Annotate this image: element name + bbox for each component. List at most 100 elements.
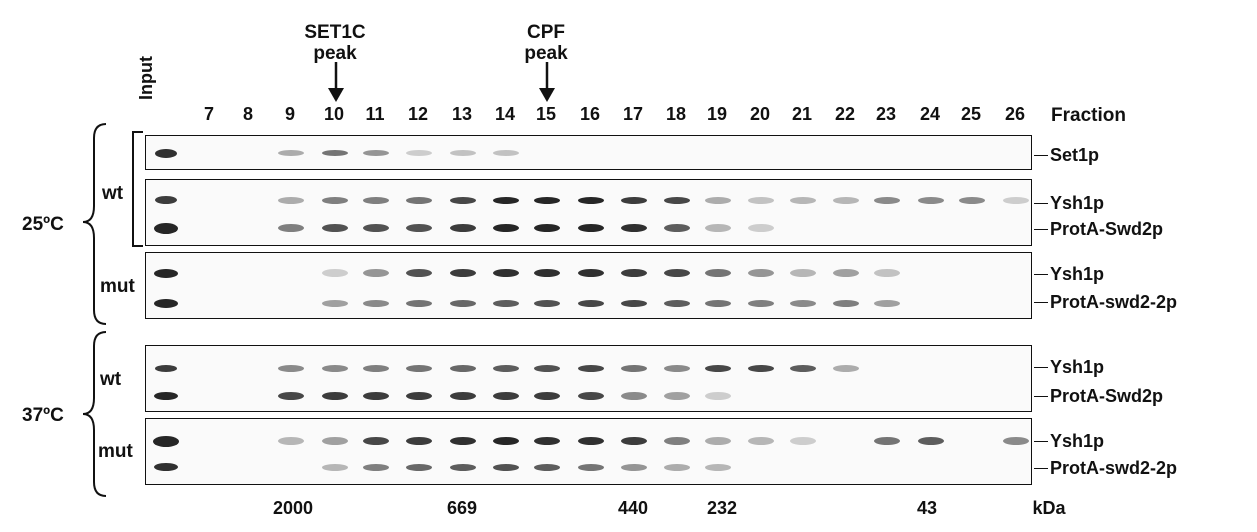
fraction-21: 21 xyxy=(791,104,813,124)
blot-ysh1-swd2-25-mut xyxy=(145,252,1032,319)
fraction-18: 18 xyxy=(665,104,687,124)
blot-band xyxy=(534,224,560,232)
blot-band xyxy=(278,392,304,400)
blot-band xyxy=(406,150,432,156)
blot-band xyxy=(406,224,432,232)
blot-band xyxy=(534,196,560,204)
blot-band xyxy=(493,299,519,307)
label-protA-swd2-2p-a: ProtA-swd2-2p xyxy=(1050,292,1178,312)
tick-ysh1p-a xyxy=(1034,203,1048,204)
fraction-7: 7 xyxy=(203,104,215,124)
blot-band xyxy=(833,299,859,307)
blot-band xyxy=(918,437,944,445)
blot-band xyxy=(493,150,519,156)
blot-band xyxy=(621,437,647,445)
blot-band xyxy=(705,463,731,471)
blot-band xyxy=(363,150,389,156)
label-ysh1p-b: Ysh1p xyxy=(1050,264,1105,284)
blot-band xyxy=(322,224,348,232)
blot-band xyxy=(363,392,389,400)
blot-band xyxy=(493,437,519,445)
blot-band xyxy=(534,299,560,307)
wt-25c-label: wt xyxy=(102,183,124,204)
blot-band xyxy=(790,196,816,204)
bracket-37c xyxy=(82,331,107,497)
blot-band xyxy=(621,269,647,277)
blot-band xyxy=(406,196,432,204)
blot-band xyxy=(450,463,476,471)
fraction-19: 19 xyxy=(706,104,728,124)
blot-band xyxy=(493,224,519,232)
blot-band xyxy=(833,364,859,372)
blot-band xyxy=(450,269,476,277)
input-band xyxy=(155,148,177,158)
blot-band xyxy=(790,364,816,372)
blot-band xyxy=(918,196,944,204)
label-protA-swd2-2p-b: ProtA-swd2-2p xyxy=(1050,458,1178,478)
cpf-peak-label: CPF peak xyxy=(524,22,567,64)
tick-ysh1p-c xyxy=(1034,367,1048,368)
label-protA-swd2p-a: ProtA-Swd2p xyxy=(1050,219,1164,239)
blot-band xyxy=(790,269,816,277)
blot-band xyxy=(621,364,647,372)
blot-band xyxy=(534,269,560,277)
fraction-8: 8 xyxy=(242,104,254,124)
fraction-10: 10 xyxy=(323,104,345,124)
blot-band xyxy=(874,299,900,307)
blot-band xyxy=(621,299,647,307)
marker-43: 43 xyxy=(916,498,938,518)
blot-band xyxy=(664,437,690,445)
blot-band xyxy=(664,224,690,232)
blot-band xyxy=(450,196,476,204)
fraction-9: 9 xyxy=(284,104,296,124)
blot-band xyxy=(322,196,348,204)
input-band xyxy=(154,392,178,400)
blot-band xyxy=(664,364,690,372)
cpf-arrow-icon xyxy=(539,62,555,102)
cpf-peak-word: peak xyxy=(524,43,568,64)
blot-band xyxy=(833,269,859,277)
set1c-label: SET1C xyxy=(304,22,366,43)
set1c-peak-label: SET1C peak xyxy=(304,22,365,64)
blot-band xyxy=(959,196,985,204)
mut-25c-label: mut xyxy=(100,276,135,297)
temp-37c-label: 37ºC xyxy=(22,405,64,426)
blot-band xyxy=(664,299,690,307)
blot-band xyxy=(664,196,690,204)
blot-band xyxy=(363,196,389,204)
input-band xyxy=(155,364,177,372)
blot-band xyxy=(1003,196,1029,204)
blot-band xyxy=(322,364,348,372)
fraction-17: 17 xyxy=(622,104,644,124)
blot-ysh1-swd2-37-mut xyxy=(145,418,1032,485)
blot-band xyxy=(278,150,304,156)
blot-band xyxy=(322,463,348,471)
blot-band xyxy=(493,196,519,204)
blot-band xyxy=(578,392,604,400)
blot-band xyxy=(493,463,519,471)
blot-band xyxy=(705,224,731,232)
fraction-20: 20 xyxy=(749,104,771,124)
blot-band xyxy=(748,269,774,277)
blot-band xyxy=(406,437,432,445)
blot-band xyxy=(493,364,519,372)
blot-band xyxy=(664,392,690,400)
blot-band xyxy=(874,269,900,277)
blot-band xyxy=(406,392,432,400)
blot-band xyxy=(406,299,432,307)
blot-band xyxy=(621,196,647,204)
set1c-arrow-icon xyxy=(328,62,344,102)
blot-band xyxy=(578,364,604,372)
blot-band xyxy=(748,299,774,307)
marker-440: 440 xyxy=(617,498,649,518)
wt-37c-label: wt xyxy=(100,369,122,390)
input-band xyxy=(154,268,178,278)
blot-band xyxy=(578,437,604,445)
marker-669: 669 xyxy=(446,498,478,518)
mut-37c-label: mut xyxy=(98,441,133,462)
blot-band xyxy=(363,299,389,307)
blot-band xyxy=(450,224,476,232)
input-band xyxy=(154,463,178,471)
fraction-24: 24 xyxy=(919,104,941,124)
bracket-wt-25c xyxy=(132,131,143,247)
